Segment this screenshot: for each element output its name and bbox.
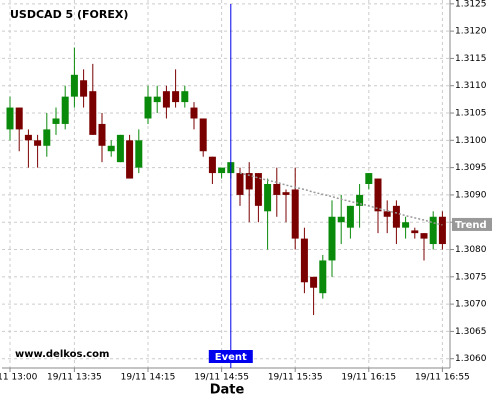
candle-body [402,222,410,228]
candle-body [107,145,115,152]
candle-body [80,80,88,97]
candle-body [61,96,69,124]
candle-body [15,107,23,130]
candle-body [218,167,226,174]
event-label: Event [215,352,247,363]
candle-body [236,173,244,195]
y-tick-label: 1.3065 [455,327,487,337]
x-tick-label: 19/11 16:55 [415,373,470,383]
watermark: www.delkos.com [15,349,109,360]
y-tick-label: 1.3120 [455,27,487,37]
y-tick-label: 1.3115 [455,54,487,64]
candle-body [300,238,308,283]
candle-body [89,91,97,135]
y-tick-label: 1.3100 [455,136,487,146]
y-tick-label: 1.3125 [455,0,487,9]
candle-body [319,260,327,294]
y-tick-label: 1.3105 [455,109,487,119]
candle-body [162,91,170,108]
event-label-box [208,350,253,363]
candle-body [144,96,152,119]
candle-body [190,107,198,119]
candle-body [438,216,446,245]
candle-body [365,173,373,184]
candle-body [310,276,318,288]
candle-body [43,129,51,146]
candle-body [172,91,180,103]
candle-body [383,211,391,217]
candle-body [346,205,354,228]
candle-body [273,184,281,195]
candle-body [420,233,428,239]
x-tick-label: 19/11 14:15 [121,373,176,383]
plot-area [2,0,450,368]
candle-body [254,173,262,206]
candle-body [116,134,124,163]
y-tick-label: 1.3080 [455,245,487,255]
x-axis-title: Date [210,383,245,398]
y-tick-label: 1.3060 [455,354,487,364]
candle-body [52,118,60,124]
marks [6,47,446,316]
candle-body [245,173,253,190]
candle-body [126,140,134,179]
x-tick-label: 19/11 15:35 [268,373,323,383]
candle-body [282,192,290,195]
x-tick-label: 19/11 13:35 [47,373,102,383]
trend-label: Trend [455,220,487,231]
y-tick-label: 1.3090 [455,190,487,200]
y-tick-label: 1.3110 [455,81,487,91]
candle-body [374,178,382,212]
x-tick-label: 19/11 16:15 [341,373,396,383]
trend-label-box [452,217,492,231]
y-tick-label: 1.3070 [455,300,487,310]
candle-body [328,216,336,261]
candle-body [135,140,143,168]
x-tick-label: 19/11 14:55 [194,373,249,383]
chart-title: USDCAD 5 (FOREX) [10,8,128,21]
candle-body [392,205,400,228]
candle-body [70,74,78,97]
candle-body [208,156,216,174]
candle-body [98,123,106,146]
candle-body [199,118,207,152]
candle-body [24,134,32,141]
trend-line [239,172,443,226]
candle-body [291,189,299,239]
candle-body [153,96,161,103]
candle-body [34,140,42,146]
candle-body [429,216,437,245]
y-tick-label: 1.3095 [455,163,487,173]
candle-body [337,216,345,223]
candle-body [6,107,14,130]
candle-body [356,194,364,206]
candle-body [181,91,189,103]
candle-body [411,230,419,234]
y-tick-label: 1.3075 [455,272,487,282]
x-tick-label: 19/11 13:00 [0,373,38,383]
candle-body [264,184,272,212]
